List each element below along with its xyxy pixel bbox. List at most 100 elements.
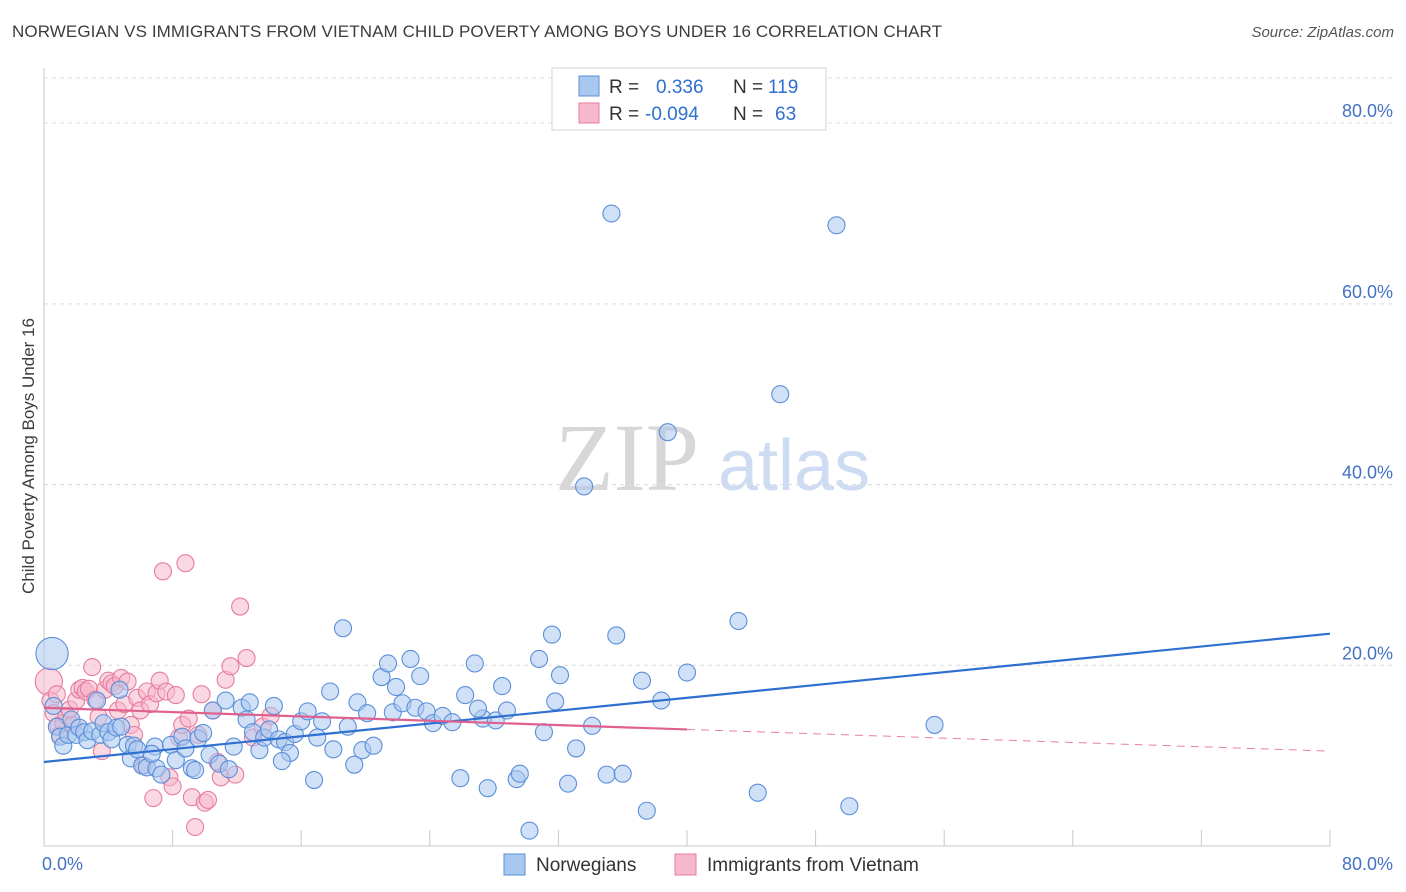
norwegians-point-73 bbox=[411, 667, 430, 686]
trend-norwegians bbox=[43, 632, 1331, 764]
trend-lines bbox=[43, 632, 1331, 764]
norwegians-point-39 bbox=[219, 760, 238, 779]
norwegians-point-110 bbox=[840, 797, 859, 816]
norwegians-point-100 bbox=[613, 764, 632, 783]
trend-vietnam-dashed bbox=[686, 728, 1331, 752]
vietnam-point-40 bbox=[163, 777, 182, 796]
legend-vietnam-swatch bbox=[578, 102, 600, 124]
vietnam-point-34 bbox=[144, 789, 163, 808]
norwegians-point-60 bbox=[333, 619, 353, 638]
norwegians-point-29 bbox=[166, 751, 185, 770]
norwegians-point-117 bbox=[468, 699, 488, 718]
norwegians-point-114 bbox=[186, 761, 205, 780]
legend-n-label-1: N = bbox=[733, 77, 763, 98]
norwegians-point-109 bbox=[827, 216, 846, 235]
legend-r-value-2: -0.094 bbox=[645, 104, 699, 125]
legend-n-label-2: N = bbox=[733, 104, 763, 125]
norwegians-point-118 bbox=[546, 692, 565, 711]
y-axis-label: Child Poverty Among Boys Under 16 bbox=[19, 318, 38, 594]
norwegians-point-106 bbox=[729, 611, 748, 631]
norwegians-point-80 bbox=[465, 654, 484, 673]
norwegians-point-105 bbox=[677, 663, 697, 682]
series-norwegians-points bbox=[35, 204, 944, 840]
norwegians-point-91 bbox=[542, 625, 562, 644]
norwegians-point-116 bbox=[386, 677, 406, 697]
norwegians-point-1 bbox=[44, 696, 63, 716]
norwegians-point-57 bbox=[313, 712, 332, 731]
watermark-atlas: atlas bbox=[718, 426, 870, 506]
norwegians-point-48 bbox=[264, 696, 283, 716]
source-label: Source: ZipAtlas.com bbox=[1251, 24, 1394, 41]
norwegians-point-93 bbox=[558, 774, 578, 793]
norwegians-point-113 bbox=[142, 744, 161, 763]
x-tick-label-max: 80.0% bbox=[1342, 854, 1393, 874]
bottom-legend-vietnam-label: Immigrants from Vietnam bbox=[707, 855, 919, 876]
vietnam-point-44 bbox=[176, 554, 195, 573]
vietnam-point-59 bbox=[237, 649, 256, 668]
norwegians-point-59 bbox=[324, 740, 343, 759]
norwegians-point-27 bbox=[152, 765, 171, 784]
legend-n-value-2: 63 bbox=[775, 104, 796, 125]
norwegians-point-55 bbox=[305, 770, 324, 790]
legend-r-label-2: R = bbox=[609, 104, 639, 125]
vietnam-point-49 bbox=[192, 685, 211, 704]
norwegians-point-92 bbox=[550, 666, 570, 685]
vietnam-point-58 bbox=[231, 597, 250, 616]
norwegians-point-82 bbox=[478, 779, 497, 798]
norwegians-point-43 bbox=[240, 693, 259, 712]
norwegians-point-62 bbox=[345, 755, 364, 774]
norwegians-point-115 bbox=[272, 752, 291, 771]
axes bbox=[43, 68, 1331, 847]
norwegians-point-99 bbox=[607, 626, 626, 645]
x-tick-label-min: 0.0% bbox=[42, 854, 83, 874]
norwegians-point-66 bbox=[364, 736, 383, 755]
grid bbox=[44, 77, 1392, 666]
legend-box: R = 0.336 N = 119 R = -0.094 N = 63 bbox=[551, 67, 827, 131]
norwegians-point-34 bbox=[194, 724, 213, 743]
norwegians-point-112 bbox=[112, 717, 131, 736]
vietnam-point-45 bbox=[179, 709, 198, 728]
norwegians-point-89 bbox=[530, 649, 549, 669]
y-tick-label-80: 80.0% bbox=[1342, 101, 1393, 121]
norwegians-point-36 bbox=[203, 701, 222, 720]
vietnam-point-15 bbox=[83, 658, 102, 677]
tick-labels: 20.0% 40.0% 60.0% 80.0% 0.0% 80.0% bbox=[42, 101, 1393, 874]
y-tick-label-20: 20.0% bbox=[1342, 643, 1393, 663]
norwegians-point-94 bbox=[567, 739, 586, 758]
norwegians-point-68 bbox=[378, 654, 398, 673]
chart-title: NORWEGIAN VS IMMIGRANTS FROM VIETNAM CHI… bbox=[12, 22, 943, 41]
norwegians-point-104 bbox=[658, 423, 677, 442]
norwegians-point-84 bbox=[493, 677, 512, 696]
norwegians-point-58 bbox=[321, 682, 340, 701]
series-vietnam-points bbox=[34, 554, 280, 837]
norwegians-point-97 bbox=[597, 765, 616, 784]
norwegians-point-78 bbox=[451, 769, 470, 788]
legend-n-value-1: 119 bbox=[768, 77, 798, 98]
norwegians-point-108 bbox=[771, 385, 790, 404]
vietnam-point-37 bbox=[153, 562, 173, 581]
norwegians-point-79 bbox=[456, 686, 475, 705]
legend-norwegians-swatch bbox=[578, 75, 600, 97]
bottom-legend-vietnam-swatch bbox=[674, 853, 697, 876]
norwegians-point-87 bbox=[510, 764, 529, 783]
norwegians-point-12 bbox=[87, 691, 107, 710]
legend-r-label-1: R = bbox=[609, 77, 639, 98]
trend-vietnam-solid bbox=[43, 706, 688, 731]
y-tick-label-60: 60.0% bbox=[1342, 282, 1393, 302]
norwegians-point-40 bbox=[224, 737, 243, 756]
norwegians-point-38 bbox=[216, 691, 235, 710]
bottom-legend-norwegians-swatch bbox=[503, 853, 526, 876]
vietnam-point-47 bbox=[186, 817, 205, 837]
vietnam-point-41 bbox=[166, 686, 185, 705]
y-tick-label-40: 40.0% bbox=[1342, 463, 1393, 483]
norwegians-point-111 bbox=[925, 715, 944, 734]
vietnam-point-56 bbox=[221, 657, 240, 676]
vietnam-point-51 bbox=[198, 790, 218, 809]
norwegians-point-90 bbox=[534, 723, 553, 742]
norwegians-point-95 bbox=[575, 477, 594, 496]
norwegians-point-107 bbox=[748, 783, 767, 802]
norwegians-point-71 bbox=[401, 649, 420, 669]
norwegians-point-56 bbox=[308, 728, 327, 747]
norwegians-point-0 bbox=[35, 636, 69, 671]
